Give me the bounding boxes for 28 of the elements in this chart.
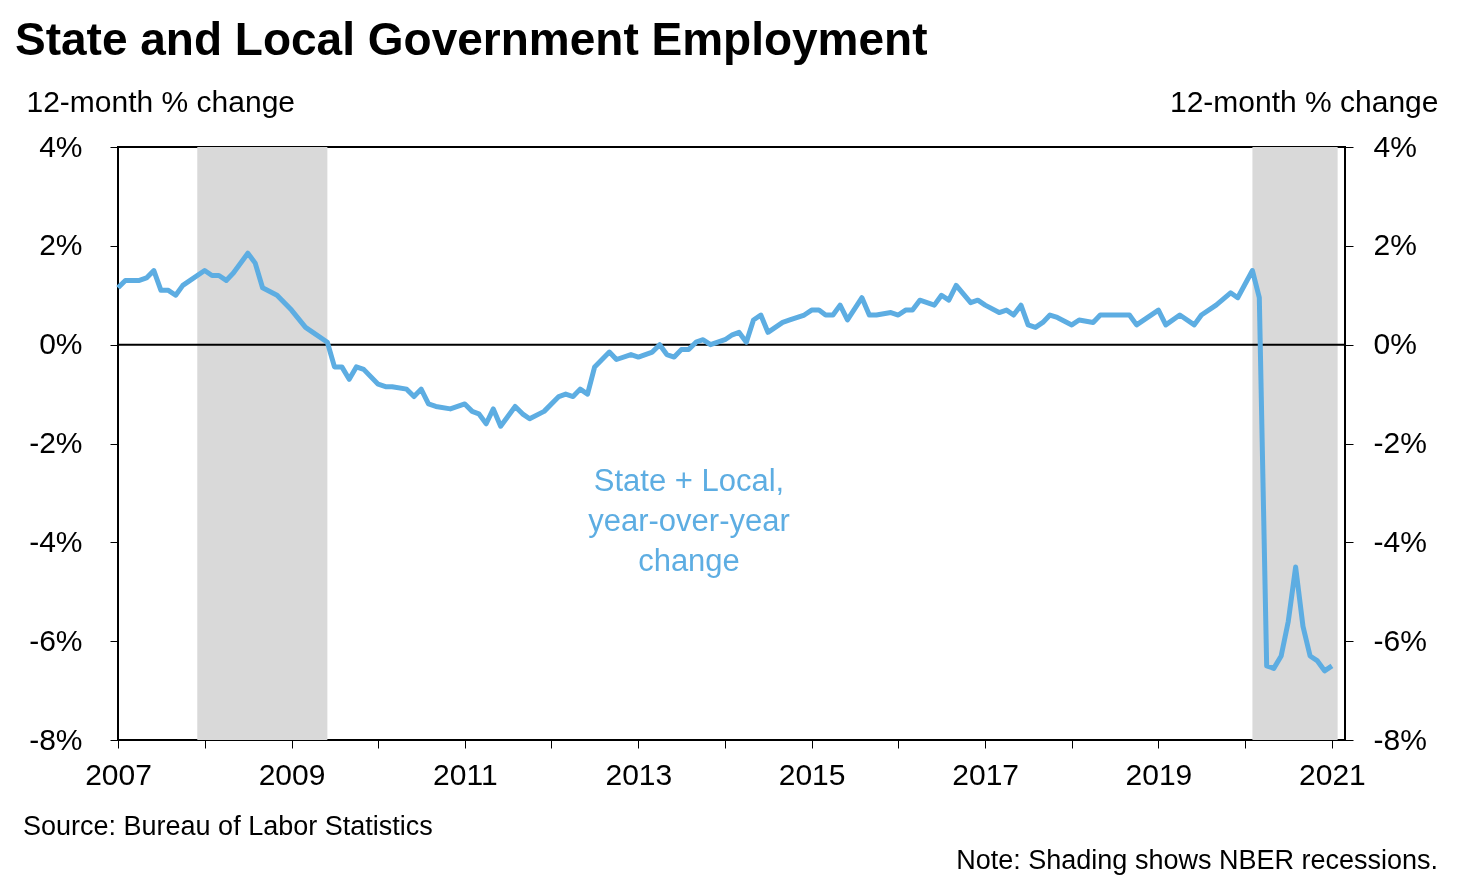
x-tick-label: 2011 — [433, 757, 498, 791]
y-tick-label: -4% — [29, 524, 83, 558]
y2-tick-label: 2% — [1373, 228, 1417, 262]
source-note: Source: Bureau of Labor Statistics — [23, 811, 433, 841]
x-tick-label: 2013 — [605, 757, 673, 791]
y-axis-title: 12-month % change — [26, 84, 296, 118]
chart-title: State and Local Government Employment — [15, 13, 928, 65]
y2-tick-label: 4% — [1373, 129, 1417, 163]
text: State + Local, year-over-year change — [588, 463, 790, 578]
x-tick-label: 2015 — [778, 757, 846, 791]
x-tick-label: 2017 — [952, 757, 1020, 791]
y2-tick-label: -8% — [1373, 722, 1427, 756]
y-tick-label: -8% — [29, 722, 83, 756]
y-tick-label: 2% — [39, 228, 83, 262]
y-tick-label: 0% — [39, 327, 83, 361]
x-tick-label: 2021 — [1299, 757, 1366, 791]
y2-tick-label: -2% — [1373, 426, 1427, 459]
y2-axis-title: 12-month % change — [1169, 84, 1439, 118]
x-tick-label: 2019 — [1125, 757, 1193, 791]
x-tick-label: 2007 — [85, 757, 152, 791]
y-tick-label: 4% — [39, 129, 83, 163]
y2-tick-label: -6% — [1373, 623, 1427, 657]
y2-tick-label: -4% — [1373, 524, 1427, 558]
x-tick-label: 2009 — [258, 757, 326, 791]
y-tick-label: -6% — [29, 623, 83, 657]
y-tick-label: -2% — [29, 426, 83, 459]
text: Note: Shading shows NBER recessions. — [956, 845, 1438, 875]
y2-tick-label: 0% — [1373, 327, 1417, 361]
